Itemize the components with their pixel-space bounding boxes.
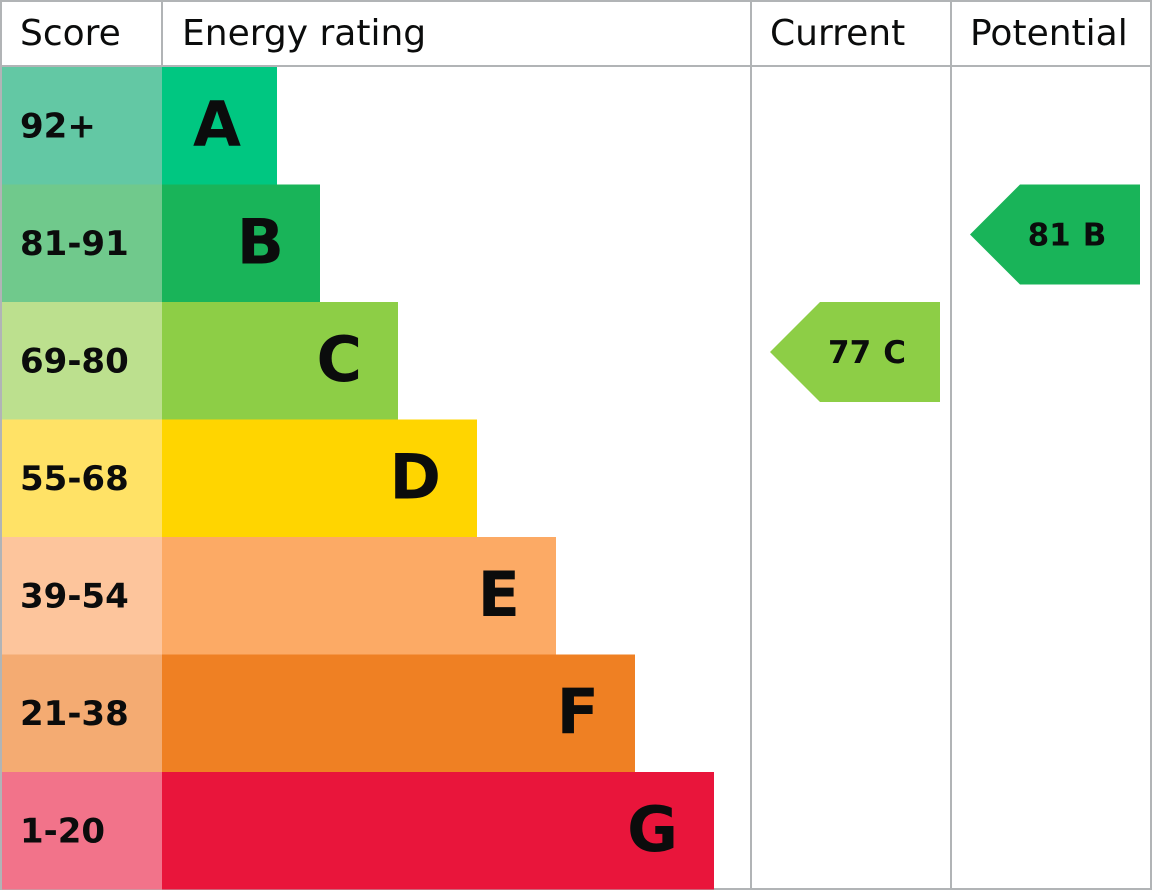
score-cell [2, 772, 162, 890]
rating-bar [162, 654, 635, 772]
rating-letter: D [390, 440, 441, 513]
rating-letter: C [316, 323, 362, 396]
score-label: 21-38 [20, 694, 129, 734]
potential-rating: B [1083, 217, 1107, 253]
current-score: 77 [828, 335, 871, 371]
score-cell [2, 184, 162, 302]
rating-bar [162, 772, 714, 890]
rating-letter: E [478, 558, 520, 631]
rating-bar [162, 67, 277, 185]
rating-letter: B [237, 205, 284, 278]
score-label: 55-68 [20, 459, 129, 499]
rating-bar [162, 184, 320, 302]
potential-score: 81 [1028, 217, 1071, 253]
potential-label: 81 B [1028, 217, 1107, 253]
potential-arrow [970, 184, 1140, 285]
score-cell [2, 537, 162, 655]
score-label: 92+ [20, 106, 96, 146]
header-potential: Potential [970, 13, 1128, 54]
rating-bar [162, 302, 398, 420]
score-label: 69-80 [20, 341, 129, 381]
header-energy-rating: Energy rating [182, 13, 426, 54]
score-cell [2, 654, 162, 772]
score-cell [2, 302, 162, 420]
rating-bar [162, 537, 556, 655]
header-score: Score [20, 13, 121, 54]
current-arrow [770, 302, 940, 402]
rating-letter: A [193, 88, 241, 161]
score-cell [2, 419, 162, 537]
score-cell [2, 67, 162, 185]
current-rating: C [883, 335, 906, 371]
score-label: 81-91 [20, 224, 129, 264]
current-label: 77 C [828, 335, 906, 371]
rating-bar [162, 419, 477, 537]
rating-letter: G [627, 793, 678, 866]
rating-letter: F [557, 675, 599, 748]
score-label: 1-20 [20, 811, 105, 851]
header-current: Current [770, 13, 905, 54]
score-label: 39-54 [20, 576, 129, 616]
